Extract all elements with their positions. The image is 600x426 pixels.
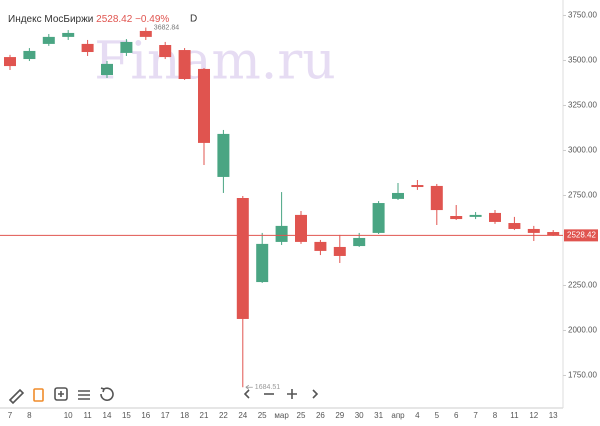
reset-tool[interactable] xyxy=(100,387,114,401)
candle-body xyxy=(81,43,94,53)
y-tick-label: 2000.00 xyxy=(568,326,597,335)
x-tick-label: 30 xyxy=(355,411,364,420)
x-tick-label: 14 xyxy=(103,411,112,420)
x-tick-label: 18 xyxy=(180,411,189,420)
x-tick-label: 4 xyxy=(415,411,420,420)
y-tick-label: 1750.00 xyxy=(568,371,597,380)
x-tick-label: 26 xyxy=(316,411,325,420)
x-tick-label: 22 xyxy=(219,411,228,420)
x-tick-label: 11 xyxy=(83,411,92,420)
x-tick-label: 7 xyxy=(473,411,478,420)
candle-body xyxy=(62,32,75,37)
candle-body xyxy=(527,228,540,233)
nav-left[interactable] xyxy=(243,389,250,399)
x-tick-label: 6 xyxy=(454,411,459,420)
candle-body xyxy=(139,30,152,37)
x-tick-label: 12 xyxy=(529,411,538,420)
y-tick-label: 2250.00 xyxy=(568,281,597,290)
candle-body xyxy=(430,185,443,211)
y-tick-label: 2750.00 xyxy=(568,191,597,200)
add-plus xyxy=(58,391,64,397)
x-tick-label: 16 xyxy=(141,411,150,420)
title: Индекс МосБиржи xyxy=(8,14,93,25)
zoom-in[interactable] xyxy=(287,389,297,399)
candle-body xyxy=(120,41,133,53)
candle-body xyxy=(198,68,210,143)
nav-right[interactable] xyxy=(312,389,319,399)
candle-body xyxy=(256,243,269,283)
x-tick-label: 31 xyxy=(374,411,383,420)
candle-body xyxy=(469,214,482,217)
x-tick-label: мар xyxy=(274,411,289,420)
settings-tool[interactable] xyxy=(78,390,90,400)
change: −0.49% xyxy=(135,14,169,25)
x-tick-label: 25 xyxy=(258,411,267,420)
x-tick-label: 24 xyxy=(238,411,247,420)
last-price-box xyxy=(564,229,598,242)
candle-body xyxy=(275,225,288,242)
candle-body xyxy=(295,214,307,242)
candle-body xyxy=(411,185,424,188)
last-price-label: 2528.42 xyxy=(567,230,596,239)
x-tick-label: 29 xyxy=(335,411,344,420)
x-tick-label: 5 xyxy=(435,411,440,420)
candle-body xyxy=(508,223,521,229)
interval[interactable]: D xyxy=(190,14,197,25)
x-tick-label: апр xyxy=(391,411,405,420)
layers-tool[interactable] xyxy=(33,388,44,402)
x-tick-label: 8 xyxy=(27,411,32,420)
watermark: Finam.ru xyxy=(94,32,335,92)
y-tick-label: 3000.00 xyxy=(568,146,597,155)
x-tick-label: 15 xyxy=(122,411,131,420)
toolbar xyxy=(8,387,319,405)
high-annotation: 3682.84 xyxy=(154,24,179,31)
candle-body xyxy=(159,45,172,58)
add-tool[interactable] xyxy=(54,387,68,401)
candle-body xyxy=(178,50,191,80)
x-tick-label: 17 xyxy=(161,411,170,420)
candle-body xyxy=(392,192,404,199)
candle-body xyxy=(4,57,16,67)
low-arrow xyxy=(245,384,253,390)
low-annotation: 1684.51 xyxy=(255,384,280,391)
draw-tool[interactable] xyxy=(8,388,25,405)
candle-body xyxy=(42,36,55,44)
x-tick-label: 11 xyxy=(510,411,519,420)
candle-body xyxy=(101,63,113,76)
chart-title: Индекс МосБиржи 2528.42 −0.49% xyxy=(8,14,169,25)
x-tick-label: 8 xyxy=(493,411,498,420)
x-tick-label: 13 xyxy=(549,411,558,420)
candle-body xyxy=(23,50,36,60)
candle-body xyxy=(353,237,366,247)
candle-body xyxy=(450,216,463,220)
y-tick-label: 3500.00 xyxy=(568,56,597,65)
candle-body xyxy=(372,203,385,233)
x-tick-label: 10 xyxy=(64,411,73,420)
y-tick-label: 3250.00 xyxy=(568,101,597,110)
x-tick-label: 21 xyxy=(200,411,209,420)
candle-body xyxy=(489,212,501,222)
candle-body xyxy=(547,232,560,236)
x-tick-label: 7 xyxy=(8,411,13,420)
x-tick-label: 25 xyxy=(297,411,306,420)
last-price: 2528.42 xyxy=(96,14,133,25)
y-tick-label: 3750.00 xyxy=(568,11,597,20)
candle-body xyxy=(314,241,327,251)
candle-body xyxy=(236,198,249,319)
candle-body xyxy=(333,246,346,256)
candle-body xyxy=(217,133,230,177)
